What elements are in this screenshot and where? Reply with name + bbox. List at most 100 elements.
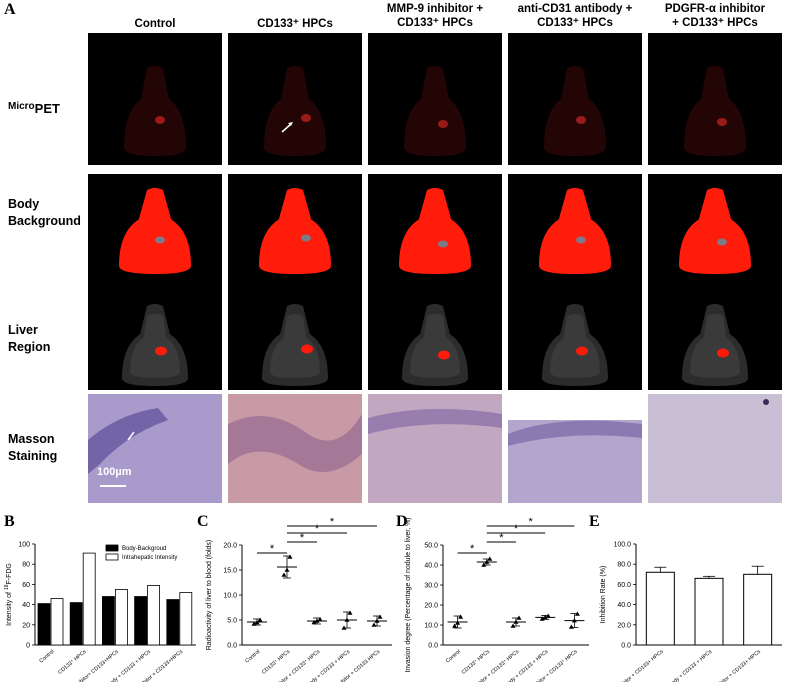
bar-intrahepatic-intensity (50, 598, 64, 646)
significance-star: * (470, 543, 475, 555)
chart-b-fdg-intensity: 0 20 40 60 80 100 Body-Backgroud Intrahepatic I… (4, 542, 196, 682)
x-tick-label: anti-CD31 antibody + CD133 + HPCs (642, 649, 713, 682)
body-background-silhouette (259, 188, 331, 274)
y-axis-label: Radioactivity of liver to blood (folds) (206, 540, 213, 651)
x-tick-label: CD133⁺ HPCs (57, 649, 88, 676)
bar-intrahepatic-intensity (147, 585, 161, 646)
background-region-marker (717, 238, 727, 246)
column-header-2: MMP-9 inhibitor + CD133⁺ HPCs (362, 2, 508, 30)
background-region-marker (155, 236, 165, 244)
micropet-image (648, 33, 782, 165)
bar-intrahepatic-intensity (82, 552, 96, 646)
micropet-image (508, 33, 642, 165)
row-label-masson-line1: Masson (8, 432, 55, 446)
inhibition-bar (645, 571, 675, 646)
y-label-part: F-FDG (6, 563, 13, 584)
row-label-micropet: MicroPET (8, 98, 60, 118)
column-header-4: PDGFR-α inhibitor + CD133⁺ HPCs (642, 2, 787, 30)
column-header-line1: MMP-9 inhibitor + (386, 3, 484, 15)
body-background-image (508, 174, 642, 286)
x-tick-label: Control (244, 649, 261, 665)
column-header-line1: anti-CD31 antibody + (517, 3, 633, 15)
micropet-image (88, 33, 222, 165)
y-tick-label: 100 (18, 542, 30, 549)
background-region-marker (301, 234, 311, 242)
liver-region-image (508, 286, 642, 390)
liver-region-marker (155, 346, 167, 356)
masson-staining-image (648, 394, 782, 503)
body-background-image (88, 174, 222, 286)
micropet-image (368, 33, 502, 165)
data-point (484, 559, 490, 564)
legend-label: Body-Backgroud (122, 546, 166, 552)
bar-body-backgroud (166, 599, 180, 646)
data-point (374, 618, 380, 623)
data-point (455, 620, 461, 625)
liver-region-marker (301, 344, 313, 354)
y-tick-label: 50.0 (424, 543, 438, 550)
data-point (347, 610, 353, 615)
significance-star: * (300, 532, 305, 544)
y-tick-label: 5.0 (227, 618, 237, 625)
masson-staining-image (228, 394, 362, 503)
bar-body-backgroud (69, 602, 83, 646)
column-header-line2: CD133⁺ HPCs (397, 17, 473, 29)
chart-d-invasion-degree: 0.0 10.0 20.0 30.0 40.0 50.0 * * * * Invasion degr… (405, 518, 589, 682)
liver-region-image (648, 286, 782, 390)
micropet-image (228, 33, 362, 165)
data-point (371, 622, 377, 627)
x-tick-label: Control (38, 649, 55, 665)
liver-region-marker (717, 348, 729, 358)
column-header-3: anti-CD31 antibody + CD133⁺ HPCs (502, 2, 648, 30)
data-point (317, 617, 323, 622)
data-point (281, 572, 287, 577)
body-background-image (368, 174, 502, 286)
y-tick-label: 40.0 (424, 563, 438, 570)
y-label-superscript: 18 (4, 584, 10, 590)
data-point (571, 618, 577, 623)
x-tick-label: Control (445, 649, 462, 665)
bar-body-backgroud (37, 603, 51, 646)
liver-region-image (228, 286, 362, 390)
body-background-silhouette (539, 188, 611, 274)
micropet-body-silhouette (404, 66, 466, 156)
masson-staining-image: 100µm (88, 394, 222, 503)
column-header-line2: CD133⁺ HPCs (537, 17, 613, 29)
y-tick-label: 0 (26, 643, 30, 650)
liver-body-inner (690, 314, 740, 378)
micropet-hotspot (155, 116, 165, 124)
data-point (314, 618, 320, 623)
y-tick-label: 20.0 (424, 603, 438, 610)
inhibition-bar (694, 577, 724, 646)
column-header-1: CD133⁺ HPCs (222, 17, 368, 31)
data-point (458, 614, 464, 619)
body-background-image (228, 174, 362, 286)
y-tick-label: 0.0 (227, 643, 237, 650)
body-background-image (648, 174, 782, 286)
micropet-hotspot (717, 118, 727, 126)
legend-label: Intrahepatic Intensity (122, 555, 177, 561)
column-header-line1: Control (134, 18, 176, 30)
y-tick-label: 60.0 (617, 582, 631, 589)
liver-region-marker (576, 346, 588, 356)
data-point (510, 623, 516, 628)
data-point (487, 556, 493, 561)
data-point (481, 562, 487, 567)
significance-star: * (528, 518, 533, 528)
liver-body-inner (130, 314, 180, 378)
body-background-silhouette (679, 188, 751, 274)
column-header-line1: PDGFR-α inhibitor (664, 3, 766, 15)
data-point (513, 619, 519, 624)
y-label-part: Intensity of (6, 590, 13, 626)
masson-staining-image (368, 394, 502, 503)
y-tick-label: 100.0 (613, 542, 631, 549)
bar-body-backgroud (134, 596, 148, 646)
arrowhead-icon (288, 122, 293, 126)
data-point (257, 617, 263, 622)
background-region-marker (576, 236, 586, 244)
column-header-line2: + CD133⁺ HPCs (672, 17, 758, 29)
tissue-background (648, 394, 782, 503)
tissue-spot (763, 399, 769, 405)
row-label-liver-region: Liver Region (8, 322, 50, 356)
liver-region-image (88, 286, 222, 390)
